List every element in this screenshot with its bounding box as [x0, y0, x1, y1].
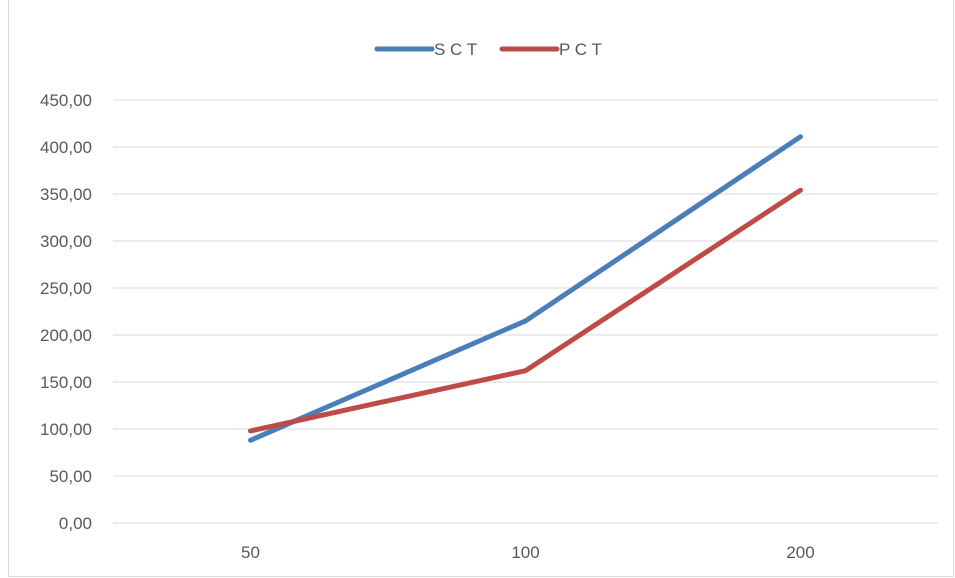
- x-tick-label: 200: [786, 543, 814, 562]
- series-lines: [248, 134, 803, 443]
- y-axis: 0,00 50,00 100,00 150,00 200,00 250,00 300,00 3…: [40, 91, 92, 533]
- series-line: [248, 187, 803, 434]
- y-tick-label: 450,00: [40, 91, 92, 110]
- y-tick-label: 50,00: [49, 467, 92, 486]
- y-tick-label: 400,00: [40, 138, 92, 157]
- series-line: [248, 134, 803, 443]
- legend-label: P C T: [559, 40, 602, 59]
- y-tick-label: 300,00: [40, 232, 92, 251]
- legend-label: S C T: [434, 40, 477, 59]
- x-tick-label: 50: [241, 543, 260, 562]
- y-tick-label: 350,00: [40, 185, 92, 204]
- y-tick-label: 150,00: [40, 373, 92, 392]
- y-tick-label: 0,00: [59, 514, 92, 533]
- gridlines: [113, 99, 938, 524]
- x-axis: 50 100 200: [241, 543, 815, 562]
- x-tick-label: 100: [511, 543, 539, 562]
- y-tick-label: 200,00: [40, 326, 92, 345]
- y-tick-label: 250,00: [40, 279, 92, 298]
- y-tick-label: 100,00: [40, 420, 92, 439]
